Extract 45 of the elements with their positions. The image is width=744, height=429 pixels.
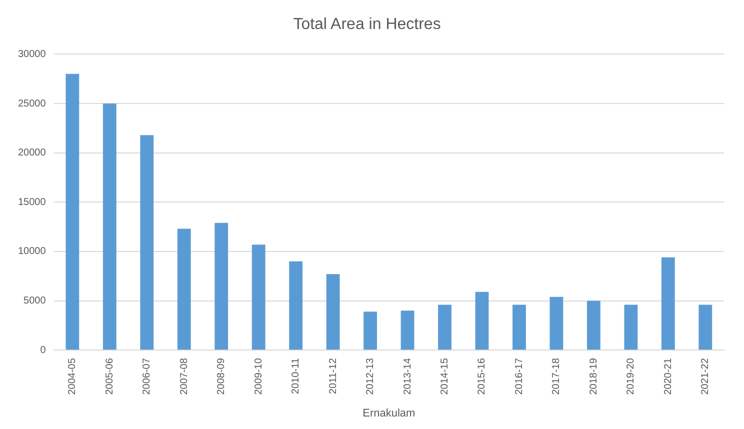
- bar: [177, 228, 191, 350]
- x-tick-label: 2016-17: [514, 358, 525, 395]
- y-tick-label: 0: [40, 344, 46, 356]
- bar: [252, 244, 266, 350]
- bar: [475, 292, 489, 350]
- x-tick-label: 2012-13: [365, 358, 376, 395]
- bar: [66, 74, 80, 350]
- bar: [698, 304, 712, 350]
- x-tick-label: 2017-18: [551, 358, 562, 395]
- bar: [586, 300, 600, 350]
- x-tick-label: 2014-15: [440, 358, 451, 395]
- y-tick-label: 10000: [18, 246, 46, 258]
- x-tick-label: 2007-08: [178, 358, 190, 395]
- bar: [140, 135, 154, 350]
- bar: [400, 310, 414, 350]
- chart-title: Total Area in Hectres: [293, 16, 441, 34]
- x-tick-label: 2011-12: [328, 358, 339, 394]
- bar: [438, 304, 452, 350]
- x-tick-label: 2013-14: [402, 358, 414, 395]
- bar: [512, 304, 526, 350]
- bar: [661, 257, 675, 350]
- y-tick-label: 30000: [18, 48, 46, 60]
- y-tick-label: 20000: [18, 148, 46, 159]
- x-tick-label: 2020-21: [662, 358, 674, 395]
- x-tick-label: 2006-07: [142, 358, 153, 395]
- x-axis-title: Ernakulam: [362, 407, 416, 420]
- x-tick-label: 2010-11: [290, 358, 302, 394]
- x-tick-label: 2015-16: [476, 358, 488, 395]
- bar: [550, 296, 564, 350]
- x-tick-label: 2019-20: [626, 358, 637, 395]
- x-tick-label: 2021-22: [700, 358, 712, 395]
- x-tick-label: 2018-19: [588, 358, 600, 395]
- x-tick-label: 2004-05: [67, 358, 78, 395]
- y-tick-label: 15000: [18, 196, 46, 208]
- bar: [102, 104, 116, 350]
- x-tick-label: 2008-09: [216, 358, 228, 395]
- x-tick-label: 2009-10: [253, 358, 264, 395]
- bar: [364, 312, 377, 350]
- bar: [326, 274, 340, 350]
- bar: [624, 304, 638, 350]
- x-tick-label: 2005-06: [104, 358, 116, 395]
- bar: [289, 261, 303, 350]
- y-tick-label: 25000: [18, 98, 46, 110]
- bar: [214, 222, 228, 350]
- y-tick-label: 5000: [24, 296, 46, 307]
